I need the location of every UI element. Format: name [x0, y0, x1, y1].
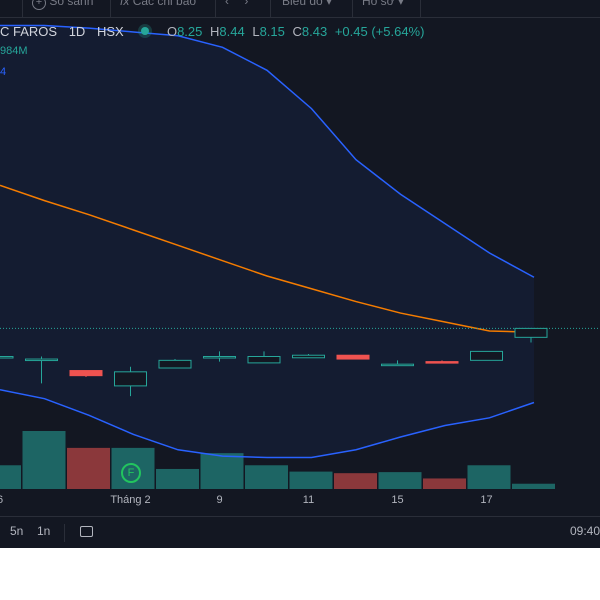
plus-circle-icon: +: [32, 0, 46, 10]
candle-body: [470, 350, 503, 361]
range-5d-button[interactable]: 5n: [10, 524, 24, 538]
close-value: 8.43: [301, 24, 328, 39]
toolbar-separator: [22, 0, 23, 17]
x-tick-label: 26: [0, 494, 4, 506]
toolbar-separator: [420, 0, 421, 17]
symbol-name[interactable]: C FAROS: [0, 24, 58, 39]
high-label: H: [210, 24, 220, 39]
compare-button[interactable]: + So sánh: [32, 0, 93, 14]
candle-body: [25, 358, 58, 362]
open-label: O: [166, 24, 178, 39]
candle-body: [292, 354, 325, 359]
toolbar-separator: [215, 0, 216, 17]
toolbar-separator: [352, 0, 353, 17]
top-toolbar: + So sánh fx Các chỉ báo ‹ › Biểu đồ ▾ H…: [0, 0, 600, 18]
x-tick-label: 15: [391, 494, 404, 506]
volume-bar: [423, 478, 466, 489]
ohlc-legend: C FAROS 1D HSX O8.25 H8.44 L8.15 C8.43 +…: [0, 24, 424, 42]
volume-bar: [334, 473, 377, 489]
candle-body: [514, 327, 548, 338]
candle-body: [69, 370, 103, 377]
volume-legend-value: 984M: [0, 45, 28, 57]
x-tick-label: 11: [302, 494, 315, 506]
chart-app: + So sánh fx Các chỉ báo ‹ › Biểu đồ ▾ H…: [0, 0, 600, 548]
bottom-separator: [64, 524, 65, 542]
volume-bar: [22, 431, 66, 489]
high-value: 8.44: [219, 24, 245, 39]
redo-icon[interactable]: ›: [244, 0, 249, 8]
bollinger-lower-line: [0, 388, 535, 459]
bollinger-legend-value: 4: [0, 66, 7, 78]
candle-body: [203, 356, 236, 359]
low-value: 8.15: [259, 24, 285, 39]
candle-body: [425, 361, 459, 364]
volume-bar: [378, 472, 422, 489]
interval-label[interactable]: 1D: [68, 24, 86, 39]
toolbar-separator: [270, 0, 271, 17]
market-status-icon: [141, 27, 150, 35]
compare-button-label: So sánh: [49, 0, 94, 8]
candle-body: [114, 371, 147, 387]
chart-menu-button[interactable]: Biểu đồ ▾: [282, 0, 332, 14]
x-tick-label: 9: [216, 494, 223, 506]
volume-bar: [512, 483, 555, 489]
range-1m-button[interactable]: 1n: [37, 524, 51, 538]
chart-menu-label: Biểu đồ: [282, 0, 323, 8]
candle-body: [0, 356, 14, 359]
profile-menu-button[interactable]: Hồ sơ ▾: [362, 0, 404, 14]
bottom-bar: 5n 1n 09:40: [0, 516, 600, 548]
bollinger-basis-line: [0, 184, 535, 333]
price-chart[interactable]: [0, 0, 600, 516]
chevron-down-icon: ▾: [397, 0, 404, 8]
chevron-down-icon: ▾: [326, 0, 333, 8]
function-icon: fx: [120, 0, 130, 8]
clock: 09:40: [569, 524, 600, 538]
candle-body: [381, 363, 414, 367]
volume-bar: [289, 471, 333, 489]
exchange-label: HSX: [96, 24, 124, 39]
x-tick-label: 17: [480, 494, 493, 506]
low-label: L: [252, 24, 260, 39]
open-value: 8.25: [177, 24, 203, 39]
indicators-button-label: Các chỉ báo: [132, 0, 197, 8]
date-range-icon[interactable]: [80, 526, 93, 537]
toolbar-separator: [110, 0, 111, 17]
volume-bar: [67, 447, 110, 489]
bollinger-band-fill: [0, 25, 534, 458]
undo-redo-buttons[interactable]: ‹ ›: [225, 0, 248, 14]
undo-icon[interactable]: ‹: [225, 0, 229, 8]
financial-event-badge[interactable]: F: [121, 463, 141, 483]
volume-bar: [0, 465, 21, 489]
indicators-button[interactable]: fx Các chỉ báo: [120, 0, 196, 14]
candle-body: [158, 359, 192, 369]
close-label: C: [292, 24, 302, 39]
candle-body: [336, 354, 370, 360]
candle-body: [247, 356, 281, 364]
volume-bar: [200, 453, 244, 489]
volume-bar: [467, 465, 511, 489]
profile-menu-label: Hồ sơ: [362, 0, 395, 8]
change-value: +0.45 (+5.64%): [334, 24, 425, 39]
volume-bar: [245, 465, 288, 489]
x-tick-label: Tháng 2: [110, 494, 151, 506]
volume-bar: [156, 468, 199, 489]
bollinger-upper-line: [0, 24, 535, 278]
